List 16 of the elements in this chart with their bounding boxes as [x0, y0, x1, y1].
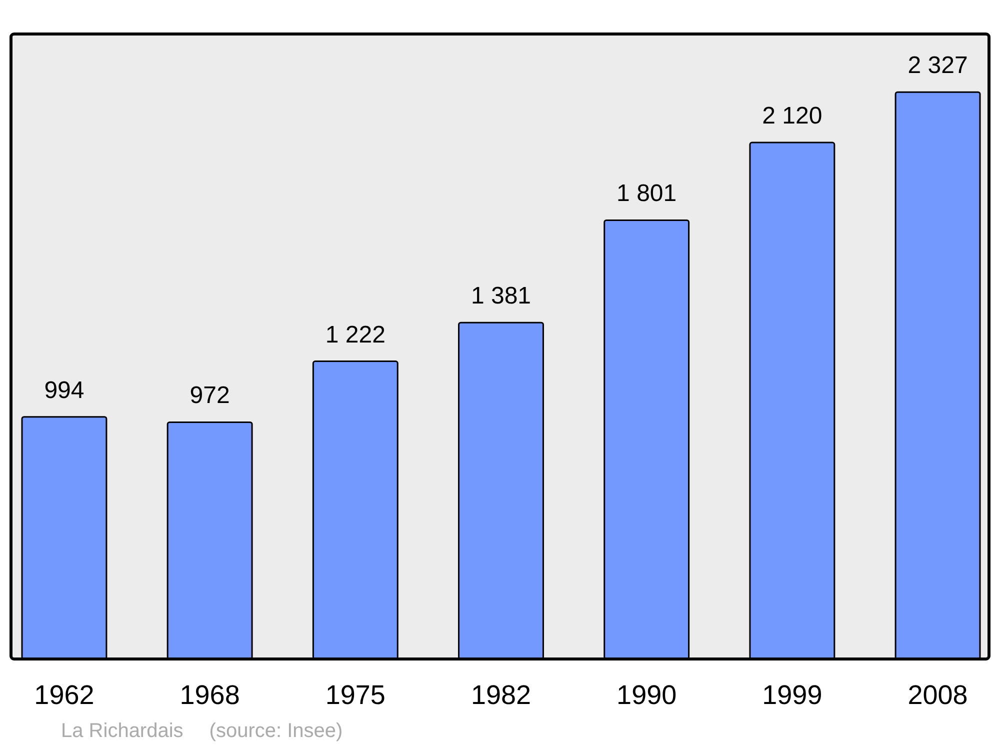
x-tick-label: 1990 [616, 680, 677, 710]
data-label: 2 327 [908, 52, 968, 80]
data-label: 2 120 [762, 102, 822, 130]
x-tick-label: 1962 [34, 680, 94, 710]
text: La Richardais [61, 720, 184, 742]
data-label: 1 222 [325, 321, 386, 348]
x-tick-label: 1975 [325, 680, 386, 710]
data-label: 1 801 [616, 180, 677, 208]
x-tick-label: 1968 [180, 680, 240, 710]
data-label: 972 [190, 382, 230, 410]
data-label: 1 381 [470, 282, 532, 310]
x-tick-label: 2008 [908, 680, 968, 710]
x-tick-label: 1982 [470, 680, 532, 710]
data-label: 994 [44, 376, 84, 404]
x-tick-label: 1999 [762, 680, 822, 710]
text: (source: Insee) [209, 720, 343, 742]
